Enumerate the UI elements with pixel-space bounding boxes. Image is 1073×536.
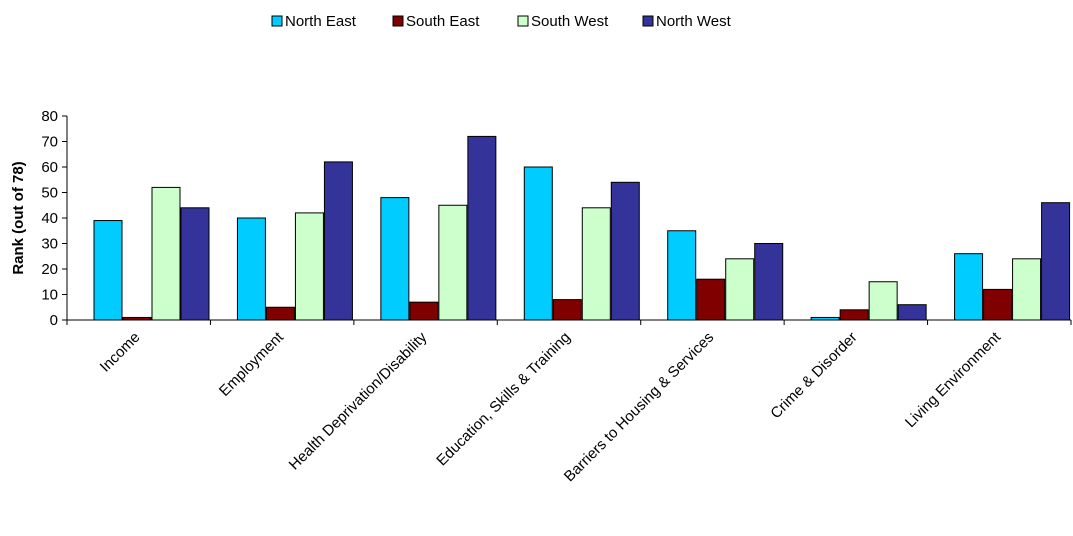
bar-south-east xyxy=(696,278,726,321)
y-tick-label: 60 xyxy=(41,159,58,176)
bar-north-east xyxy=(523,166,553,321)
bars xyxy=(93,135,1071,321)
y-tick-label: 30 xyxy=(41,236,58,253)
bar-north-west xyxy=(897,304,927,321)
bar-south-west xyxy=(438,204,468,321)
y-tick-label: 20 xyxy=(41,261,58,278)
y-tick-label: 0 xyxy=(50,312,58,329)
y-tick-label: 10 xyxy=(41,287,58,304)
x-category-label: Crime & Disorder xyxy=(767,329,860,422)
bar-south-west xyxy=(868,281,898,321)
bar-south-east xyxy=(983,288,1013,321)
bar-south-west xyxy=(1012,258,1042,321)
x-category-label: Education, Skills & Training xyxy=(433,329,574,470)
legend-label: South West xyxy=(531,13,609,30)
legend-swatch xyxy=(392,15,404,27)
y-axis-ticks: 0 10 20 30 40 50 60 70 80 xyxy=(41,108,67,329)
bar-south-west xyxy=(725,258,755,321)
bar-north-west xyxy=(610,181,640,321)
legend-swatch xyxy=(642,15,654,27)
bar-south-west xyxy=(294,212,324,321)
x-category-label: Employment xyxy=(216,328,288,400)
bar-north-west xyxy=(754,243,784,321)
bar-south-east xyxy=(839,309,869,321)
bar-south-west xyxy=(581,207,611,321)
bar-north-east xyxy=(93,220,123,321)
legend-swatch xyxy=(517,15,529,27)
legend-label: South East xyxy=(406,13,480,30)
legend-swatch xyxy=(271,15,283,27)
bar-north-west xyxy=(467,135,497,321)
bar-north-west xyxy=(1041,202,1071,321)
y-axis-title: Rank (out of 78) xyxy=(10,161,27,274)
legend-label: North East xyxy=(285,13,357,30)
legend: North East South East South West North West xyxy=(271,13,732,30)
y-tick-label: 80 xyxy=(41,108,58,125)
axes xyxy=(66,116,1072,325)
bar-south-west xyxy=(151,186,181,321)
x-category-label: Living Environment xyxy=(902,328,1005,431)
x-category-label: Income xyxy=(97,329,144,376)
bar-north-east xyxy=(380,197,410,321)
x-category-label: Barriers to Housing & Services xyxy=(561,329,717,485)
legend-label: North West xyxy=(656,13,732,30)
bar-north-east xyxy=(667,230,697,321)
bar-north-west xyxy=(323,161,353,321)
bar-north-east xyxy=(954,253,984,321)
y-tick-label: 70 xyxy=(41,134,58,151)
x-category-label: Health Deprivation/Disability xyxy=(286,328,431,473)
bar-north-west xyxy=(180,207,210,321)
bar-south-east xyxy=(409,301,439,321)
bar-north-east xyxy=(236,217,266,321)
y-tick-label: 50 xyxy=(41,185,58,202)
bar-south-east xyxy=(552,299,582,321)
y-tick-label: 40 xyxy=(41,210,58,227)
bar-south-east xyxy=(265,306,295,321)
